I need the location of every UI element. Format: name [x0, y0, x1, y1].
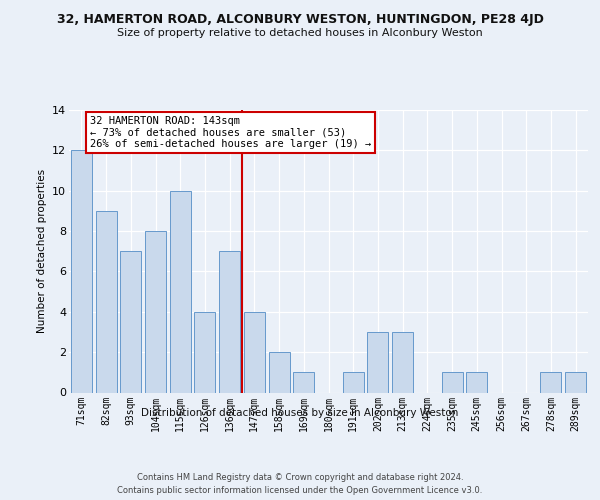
Bar [269, 352, 290, 393]
Bar [293, 372, 314, 392]
Bar [194, 312, 215, 392]
Y-axis label: Number of detached properties: Number of detached properties [37, 169, 47, 334]
Bar [71, 150, 92, 392]
Bar [219, 252, 240, 392]
Bar [565, 372, 586, 392]
Text: 32, HAMERTON ROAD, ALCONBURY WESTON, HUNTINGDON, PE28 4JD: 32, HAMERTON ROAD, ALCONBURY WESTON, HUN… [56, 12, 544, 26]
Bar [95, 211, 116, 392]
Text: Size of property relative to detached houses in Alconbury Weston: Size of property relative to detached ho… [117, 28, 483, 38]
Text: 32 HAMERTON ROAD: 143sqm
← 73% of detached houses are smaller (53)
26% of semi-d: 32 HAMERTON ROAD: 143sqm ← 73% of detach… [90, 116, 371, 150]
Bar [145, 231, 166, 392]
Text: Contains public sector information licensed under the Open Government Licence v3: Contains public sector information licen… [118, 486, 482, 495]
Bar [442, 372, 463, 392]
Bar [392, 332, 413, 392]
Bar [367, 332, 388, 392]
Bar [120, 252, 141, 392]
Bar [541, 372, 562, 392]
Bar [466, 372, 487, 392]
Text: Distribution of detached houses by size in Alconbury Weston: Distribution of detached houses by size … [142, 408, 458, 418]
Bar [170, 190, 191, 392]
Bar [244, 312, 265, 392]
Text: Contains HM Land Registry data © Crown copyright and database right 2024.: Contains HM Land Registry data © Crown c… [137, 472, 463, 482]
Bar [343, 372, 364, 392]
